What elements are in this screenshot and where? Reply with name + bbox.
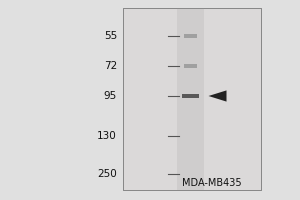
Bar xyxy=(123,8,261,190)
Bar xyxy=(182,94,199,98)
Bar xyxy=(184,64,197,68)
Bar xyxy=(177,8,204,190)
Text: 55: 55 xyxy=(104,31,117,41)
Text: 95: 95 xyxy=(104,91,117,101)
Text: 250: 250 xyxy=(97,169,117,179)
Bar xyxy=(184,34,197,38)
Text: 72: 72 xyxy=(104,61,117,71)
Text: 130: 130 xyxy=(97,131,117,141)
Bar xyxy=(123,8,261,190)
Text: MDA-MB435: MDA-MB435 xyxy=(182,178,241,188)
Polygon shape xyxy=(208,90,226,102)
